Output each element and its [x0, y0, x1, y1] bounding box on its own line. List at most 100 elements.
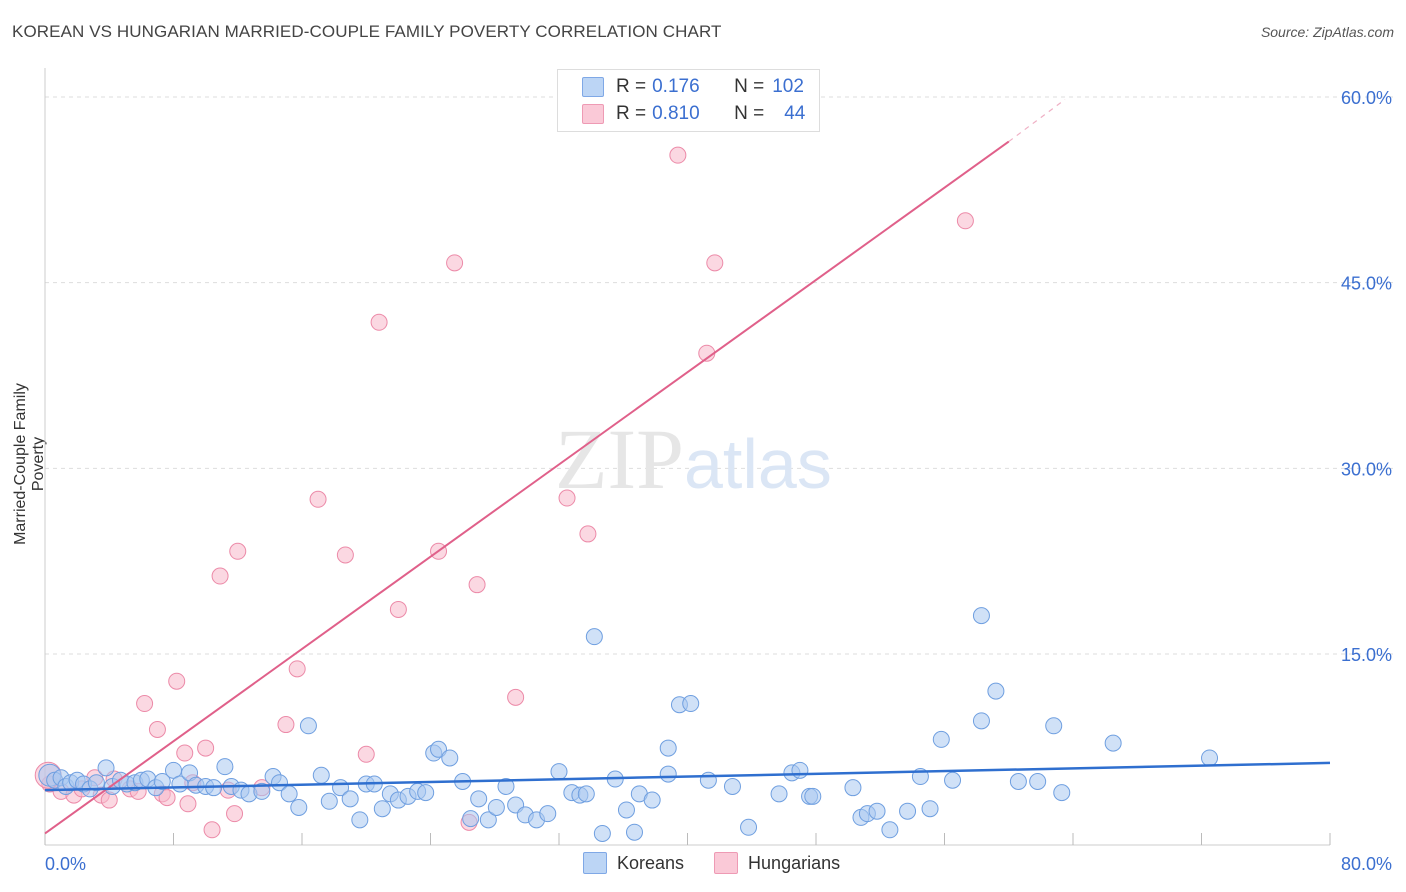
korean-point	[271, 774, 289, 792]
korean-point	[1201, 749, 1219, 767]
hungarian-point	[558, 489, 576, 507]
korean-point	[987, 682, 1005, 700]
korean-point	[1045, 717, 1063, 735]
hungarian-point	[370, 313, 388, 331]
hungarian-legend-swatch	[714, 852, 739, 874]
korean-point	[351, 811, 369, 829]
korean-point	[280, 785, 298, 803]
watermark: ZIPatlas	[555, 411, 832, 507]
hungarian-point	[226, 805, 244, 823]
legend-label: Hungarians	[748, 852, 841, 873]
hungarian-point	[288, 660, 306, 678]
korean-point	[1009, 772, 1027, 790]
x-tick-label: 0.0%	[45, 854, 86, 874]
hungarian-swatch	[582, 104, 604, 124]
korean-point	[417, 784, 435, 802]
hungarian-point	[158, 789, 176, 807]
hungarian-point	[706, 254, 724, 272]
korean-point	[643, 791, 661, 809]
gridlines	[45, 96, 1395, 655]
hungarian-point	[211, 567, 229, 585]
korean-point	[550, 763, 568, 781]
korean-point	[921, 800, 939, 818]
korean-point	[373, 800, 391, 818]
stats-legend: R = 0.176 N = 102 R = 0.810 N = 44	[557, 69, 820, 132]
y-tick-label: 30.0%	[1341, 459, 1392, 479]
chart-title: KOREAN VS HUNGARIAN MARRIED-COUPLE FAMIL…	[12, 22, 722, 41]
korean-point	[253, 782, 271, 800]
series-legend: Koreans Hungarians	[583, 852, 870, 874]
korean-point	[804, 787, 822, 805]
legend-r-value: 0.810	[652, 103, 700, 124]
korean-point	[593, 824, 611, 842]
korean-point	[659, 765, 677, 783]
hungarian-point	[579, 525, 597, 543]
hungarian-trend-line	[44, 140, 1010, 835]
legend-row-hungarians: R = 0.810 N = 44	[582, 102, 805, 126]
hungarian-point	[148, 721, 166, 739]
korean-point	[770, 785, 788, 803]
korean-point	[972, 712, 990, 730]
korean-point	[341, 790, 359, 808]
korean-point	[1104, 734, 1122, 752]
korean-point	[479, 811, 497, 829]
legend-r-value: 0.176	[652, 76, 700, 97]
legend-item-hungarians[interactable]: Hungarians	[714, 852, 840, 874]
hungarian-points	[34, 146, 974, 839]
hungarian-point	[669, 146, 687, 164]
korean-point	[868, 802, 886, 820]
legend-item-koreans[interactable]: Koreans	[583, 852, 684, 874]
korean-point	[899, 802, 917, 820]
y-tick-label: 45.0%	[1341, 274, 1392, 294]
y-tick-label: 15.0%	[1341, 645, 1392, 665]
trend-lines	[44, 98, 1331, 835]
korean-point	[723, 777, 741, 795]
korean-point	[470, 790, 488, 808]
korean-points	[38, 607, 1219, 842]
hungarian-point	[357, 745, 375, 763]
legend-r-label: R =	[616, 103, 647, 124]
korean-point	[299, 717, 317, 735]
korean-point	[844, 779, 862, 797]
y-tick-label: 60.0%	[1341, 88, 1392, 108]
korean-point	[699, 771, 717, 789]
korean-point	[682, 695, 700, 713]
korean-point	[577, 785, 595, 803]
korean-point	[216, 758, 234, 776]
korean-point	[97, 759, 115, 777]
korean-point	[881, 821, 899, 839]
korean-point	[944, 771, 962, 789]
x-tick-label: 80.0%	[1341, 854, 1392, 874]
korean-point	[740, 818, 758, 836]
korean-trend-line	[44, 761, 1331, 792]
hungarian-trend-extension	[1008, 98, 1066, 143]
axes	[44, 68, 1331, 846]
hungarian-point	[197, 739, 215, 757]
legend-n-label: N =	[734, 103, 765, 124]
korean-point	[441, 749, 459, 767]
hungarian-point	[309, 490, 327, 508]
korean-point	[791, 761, 809, 779]
legend-r-label: R =	[616, 76, 647, 97]
hungarian-point	[168, 672, 186, 690]
korean-point	[617, 801, 635, 819]
hungarian-point	[136, 695, 154, 713]
legend-n-label: N =	[734, 76, 765, 97]
hungarian-point	[203, 821, 221, 839]
hungarian-point	[336, 546, 354, 564]
hungarian-point	[468, 576, 486, 594]
hungarian-point	[176, 744, 194, 762]
korean-point	[462, 810, 480, 828]
korean-point	[290, 798, 308, 816]
korean-point	[153, 772, 171, 790]
korean-point	[312, 766, 330, 784]
korean-point	[320, 792, 338, 810]
korean-point	[1053, 784, 1071, 802]
hungarian-point	[956, 212, 974, 230]
tick-labels: 15.0% 30.0% 45.0% 60.0% 0.0% 80.0%	[45, 88, 1392, 874]
korean-point	[585, 628, 603, 646]
hungarian-point	[277, 716, 295, 734]
hungarian-point	[507, 688, 525, 706]
source-label: Source: ZipAtlas.com	[1260, 24, 1394, 40]
korean-point	[625, 823, 643, 841]
